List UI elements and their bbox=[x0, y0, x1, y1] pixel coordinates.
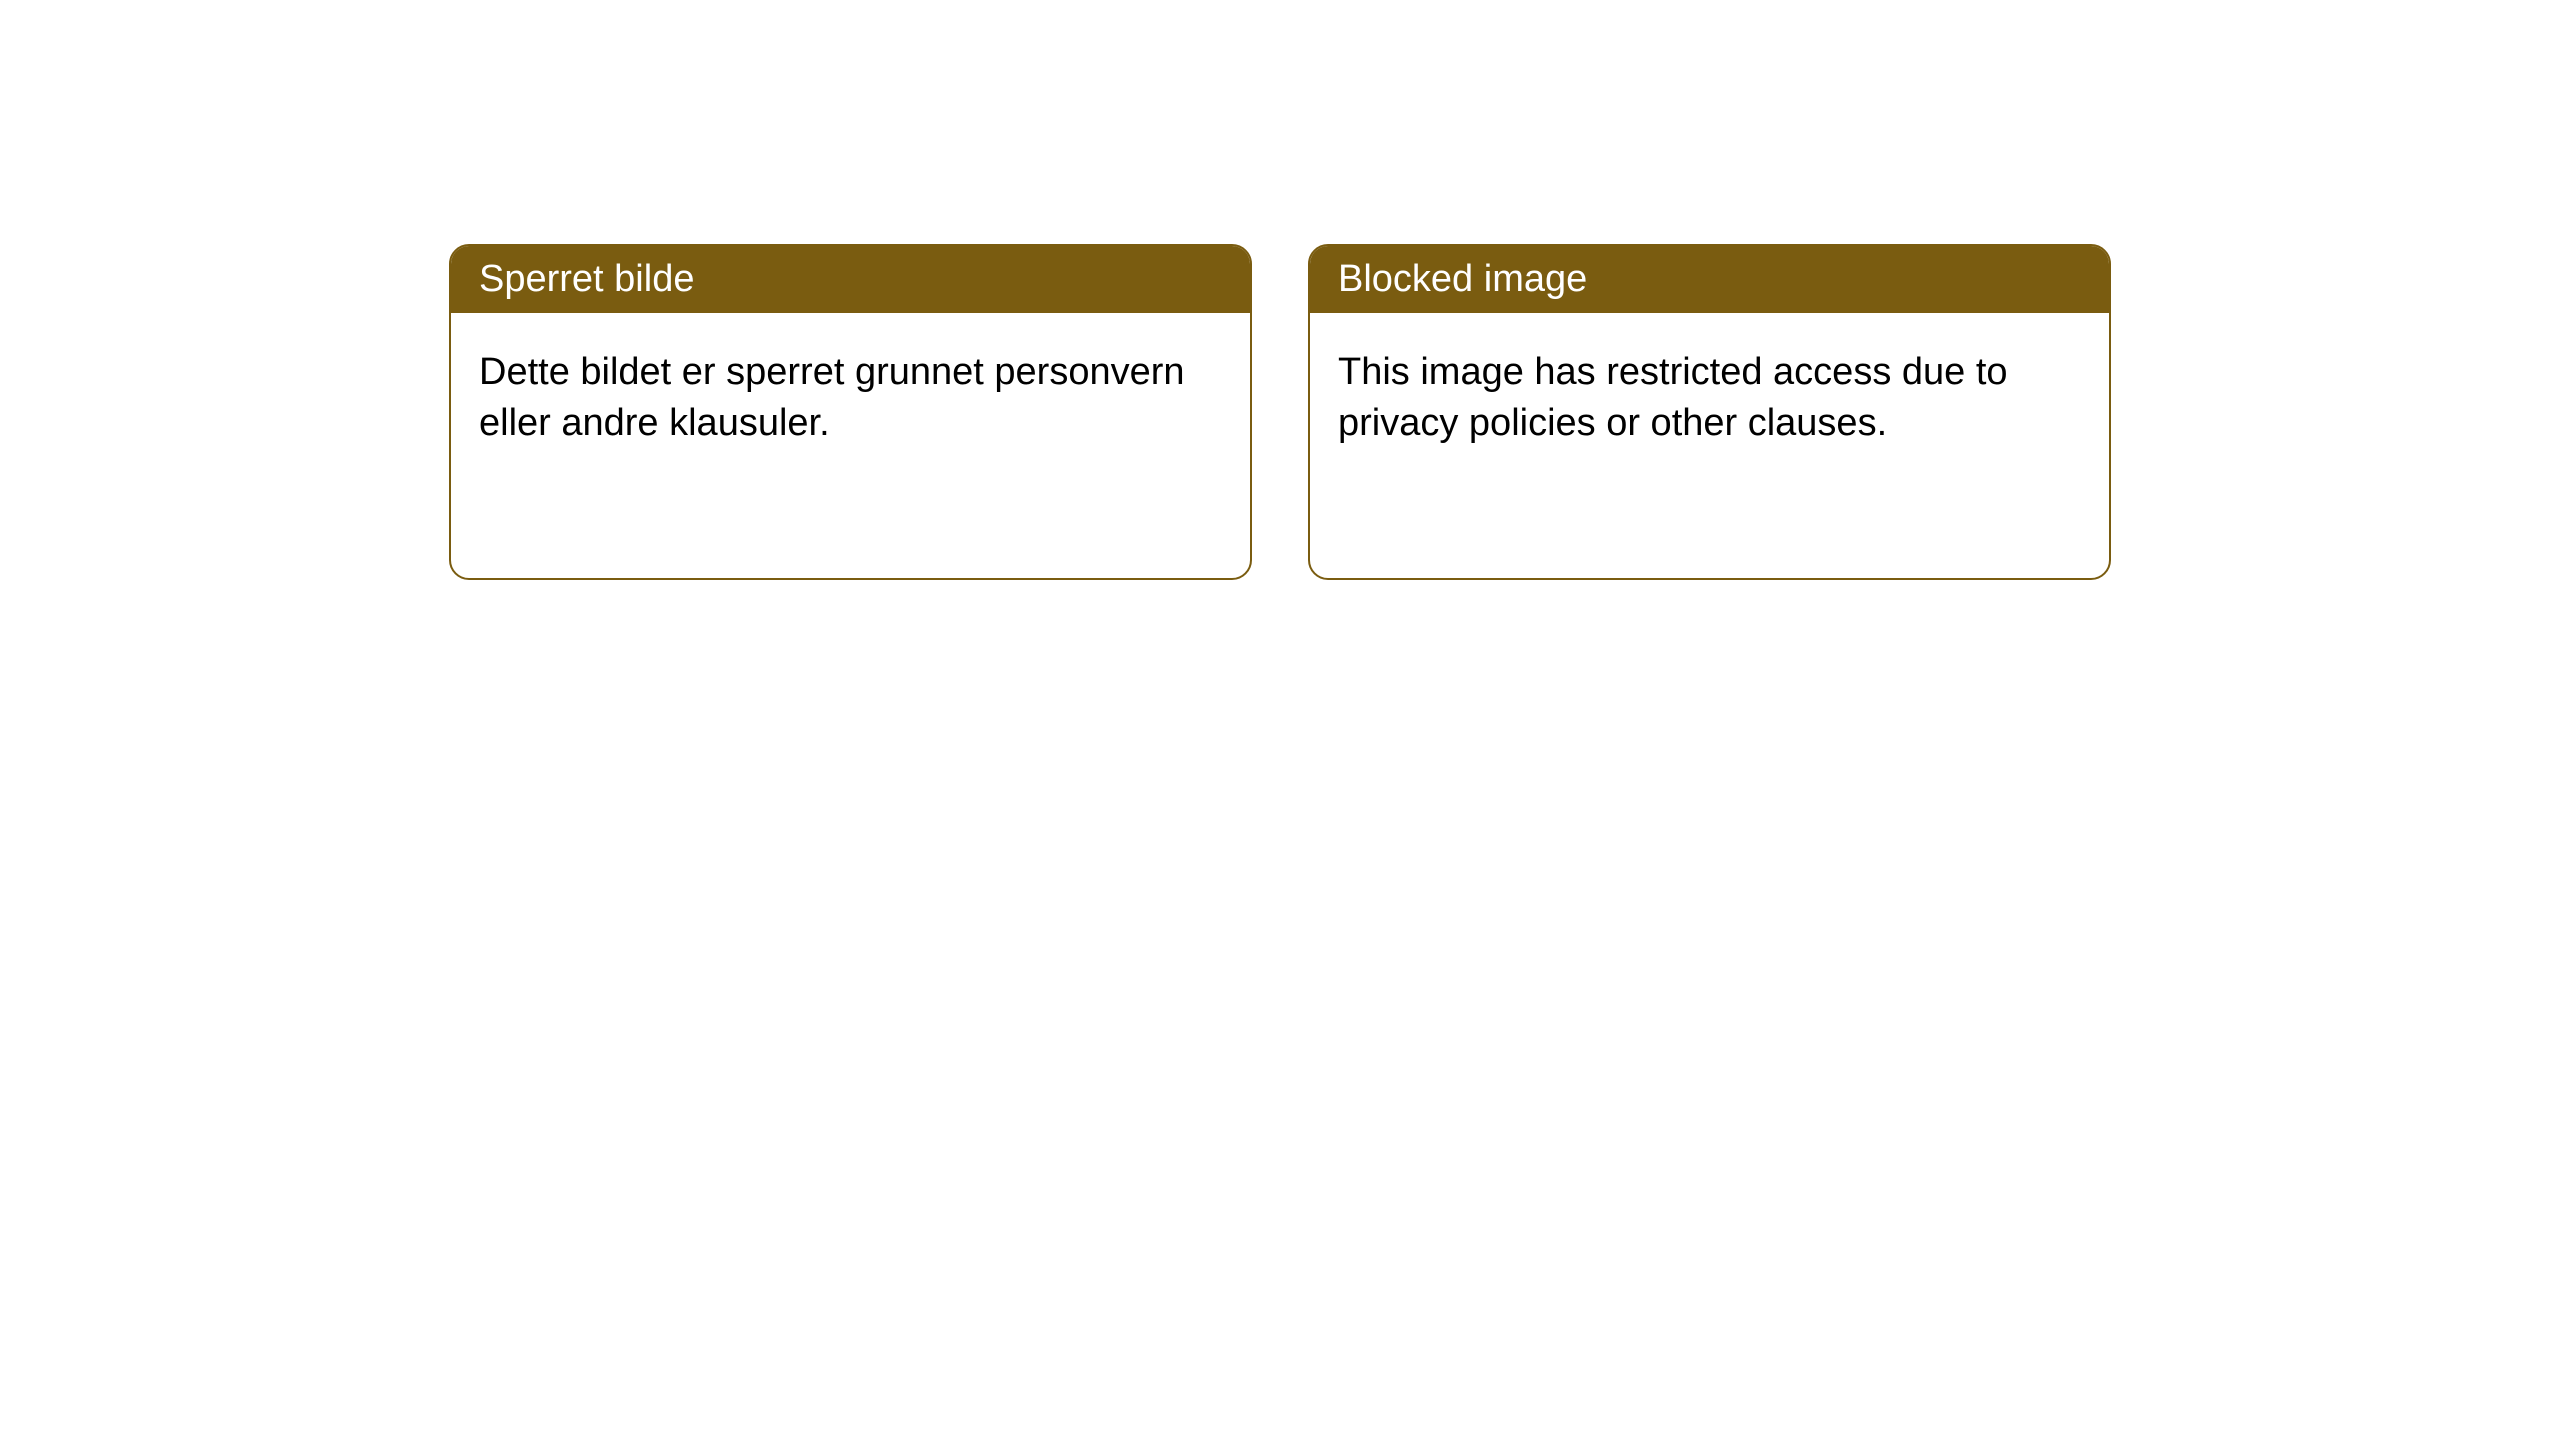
card-header-no: Sperret bilde bbox=[451, 246, 1250, 313]
card-header-en: Blocked image bbox=[1310, 246, 2109, 313]
blocked-image-card-en: Blocked image This image has restricted … bbox=[1308, 244, 2111, 580]
cards-container: Sperret bilde Dette bildet er sperret gr… bbox=[449, 244, 2111, 580]
card-body-no: Dette bildet er sperret grunnet personve… bbox=[451, 313, 1250, 484]
card-body-en: This image has restricted access due to … bbox=[1310, 313, 2109, 484]
blocked-image-card-no: Sperret bilde Dette bildet er sperret gr… bbox=[449, 244, 1252, 580]
